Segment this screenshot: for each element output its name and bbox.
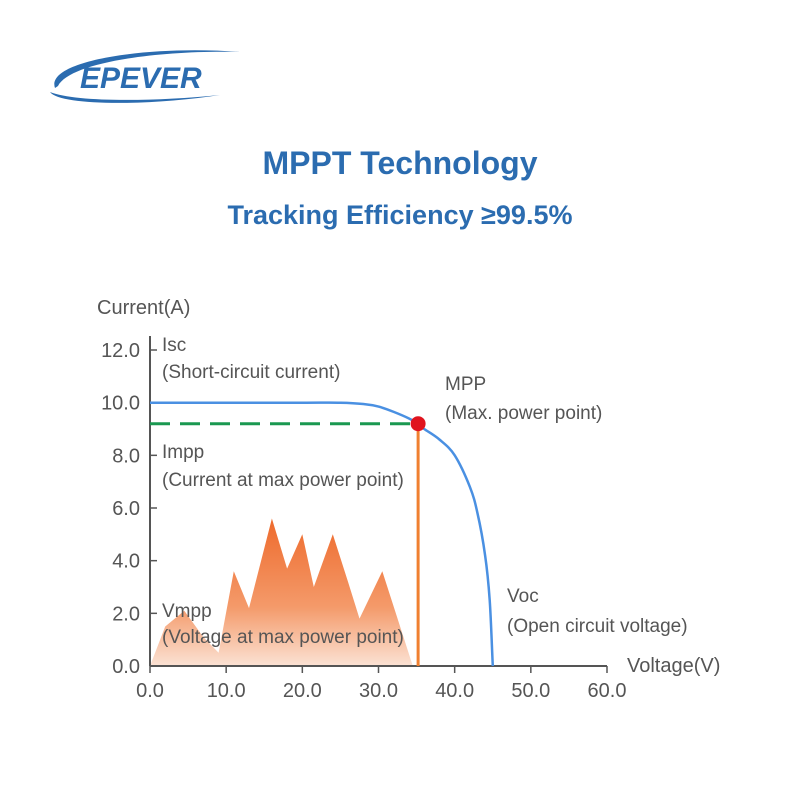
y-tick-label: 2.0: [112, 603, 140, 625]
impp-title: Impp: [162, 442, 204, 463]
isc-title: Isc: [162, 335, 186, 356]
y-tick-label: 8.0: [112, 445, 140, 467]
vmpp-title: Vmpp: [162, 601, 212, 622]
logo-text: EPEVER: [80, 62, 202, 95]
epever-logo: EPEVER: [50, 50, 240, 103]
isc-desc: (Short-circuit current): [162, 362, 340, 383]
mpp-desc: (Max. power point): [445, 403, 602, 424]
mpp-point: [410, 416, 426, 432]
y-axis-label: Current(A): [97, 297, 190, 319]
y-tick-label: 10.0: [101, 393, 140, 415]
x-tick-label: 20.0: [283, 680, 322, 702]
mpp-title: MPP: [445, 374, 486, 395]
voc-desc: (Open circuit voltage): [507, 616, 688, 637]
vmpp-desc: (Voltage at max power point): [162, 627, 404, 648]
y-tick-label: 6.0: [112, 498, 140, 520]
x-axis-label: Voltage(V): [627, 655, 720, 677]
power-area: [150, 518, 413, 666]
y-tick-label: 12.0: [101, 340, 140, 362]
y-tick-label: 0.0: [112, 656, 140, 678]
voc-title: Voc: [507, 586, 539, 607]
x-tick-label: 10.0: [207, 680, 246, 702]
x-tick-label: 0.0: [136, 680, 164, 702]
impp-desc: (Current at max power point): [162, 470, 404, 491]
x-tick-label: 40.0: [435, 680, 474, 702]
logo-swoosh: [54, 50, 240, 88]
x-tick-label: 60.0: [588, 680, 627, 702]
x-tick-label: 30.0: [359, 680, 398, 702]
y-tick-label: 4.0: [112, 551, 140, 573]
page-title: MPPT Technology: [262, 145, 538, 181]
x-tick-label: 50.0: [511, 680, 550, 702]
logo-swoosh-lower: [50, 92, 220, 103]
page-subtitle: Tracking Efficiency ≥99.5%: [227, 200, 573, 230]
